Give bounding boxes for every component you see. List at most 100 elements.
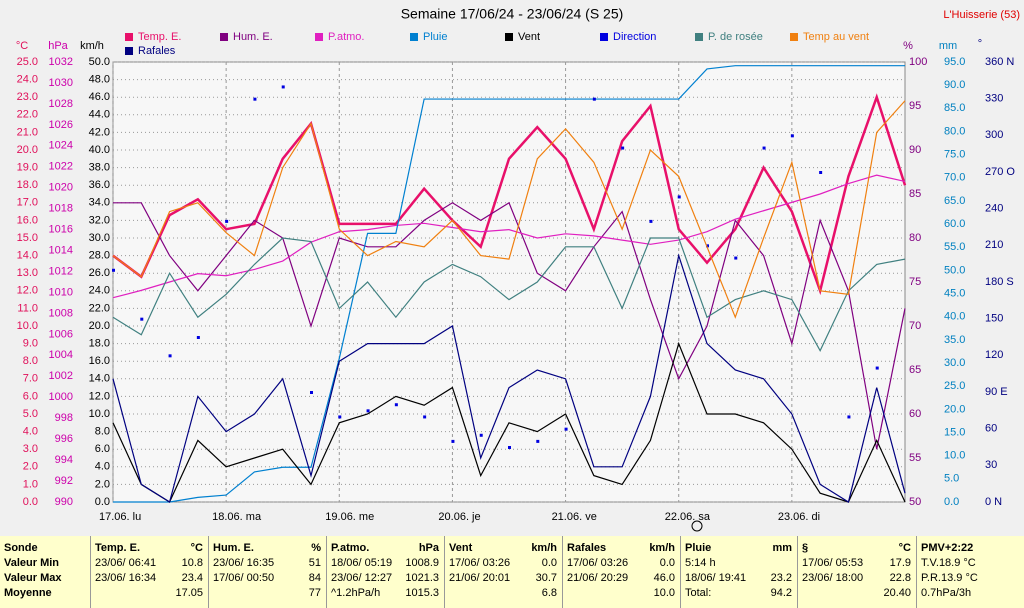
tick-label: 35.0 <box>944 334 965 346</box>
tick-label: 998 <box>55 412 73 424</box>
tick-label: 1028 <box>49 98 73 110</box>
tick-label: 996 <box>55 433 73 445</box>
legend-swatch <box>790 33 798 41</box>
x-tick-label: 20.06. je <box>438 511 480 523</box>
row-label: 17/06/ 03:26 <box>449 557 511 569</box>
direction-dot <box>366 409 370 413</box>
tick-label: 10.0 <box>944 450 965 462</box>
tick-label: 1020 <box>49 182 73 194</box>
tick-label: 75 <box>909 276 921 288</box>
chart: Semaine 17/06/24 - 23/06/24 (S 25) L'Hui… <box>16 6 1020 532</box>
row-value: 10.8 <box>181 557 203 569</box>
row-value: 46.0 <box>653 572 675 584</box>
tick-label: 1000 <box>49 391 73 403</box>
tick-label: 1024 <box>49 140 73 152</box>
legend-label: Temp au vent <box>803 31 869 43</box>
direction-dot <box>281 85 285 89</box>
direction-dot <box>734 256 738 260</box>
direction-dot <box>847 415 851 419</box>
row-value: 94.2 <box>770 587 792 599</box>
table-column: Pluie mm 5:14 h 18/06/ 19:41 23.2 Total: 94.2 <box>680 536 798 608</box>
tick-label: 90 E <box>985 386 1008 398</box>
axis-unit: ° <box>978 38 982 50</box>
legend-swatch <box>315 33 323 41</box>
row-label: 21/06/ 20:29 <box>567 572 629 584</box>
tick-label: 55 <box>909 452 921 464</box>
row-label: P.R.13.9 °C <box>921 572 978 584</box>
tick-label: 12.0 <box>89 390 110 402</box>
row-value: 23.4 <box>181 572 203 584</box>
x-tick-label: 19.06. me <box>325 511 374 523</box>
tick-label: 16.0 <box>89 355 110 367</box>
tick-label: 9.0 <box>23 338 38 350</box>
tick-label: 1006 <box>49 328 73 340</box>
tick-label: 2.0 <box>23 461 38 473</box>
column-unit: mm <box>772 542 792 554</box>
x-tick-label: 21.06. ve <box>552 511 597 523</box>
tick-label: 42.0 <box>89 126 110 138</box>
tick-label: 18.0 <box>17 179 38 191</box>
row-label: Valeur Max <box>4 572 62 584</box>
legend-swatch <box>125 47 133 55</box>
direction-dot <box>451 439 455 443</box>
tick-label: 1004 <box>49 349 73 361</box>
axis-unit: °C <box>16 40 28 52</box>
legend-label: P. de rosée <box>708 31 763 43</box>
tick-label: 1002 <box>49 370 73 382</box>
x-tick-label: 17.06. lu <box>99 511 141 523</box>
tick-label: 60 <box>909 408 921 420</box>
tick-label: 90.0 <box>944 79 965 91</box>
direction-dot <box>706 244 709 248</box>
column-unit: hPa <box>418 542 439 554</box>
direction-dot <box>112 268 115 272</box>
tick-label: 240 <box>985 203 1003 215</box>
series-line <box>113 201 906 450</box>
tick-label: 18.0 <box>89 338 110 350</box>
x-tick-label: 23.06. di <box>778 511 820 523</box>
tick-label: 5.0 <box>23 408 38 420</box>
row-label: 18/06/ 19:41 <box>685 572 747 584</box>
legend-swatch <box>125 33 133 41</box>
direction-dot <box>819 171 823 174</box>
table-column: P.atmo. hPa 18/06/ 05:19 1008.9 23/06/ 12:27… <box>326 536 445 608</box>
tick-label: 20.0 <box>89 320 110 332</box>
column-header: Pluie <box>685 542 712 554</box>
row-value: 17.9 <box>889 557 911 569</box>
legend-label: Temp. E. <box>138 31 181 43</box>
tick-label: 85 <box>909 188 921 200</box>
row-value: 84 <box>308 572 321 584</box>
tick-label: 10.0 <box>89 408 110 420</box>
column-unit: km/h <box>649 542 675 554</box>
column-header: Temp. E. <box>95 542 141 554</box>
tick-label: 60.0 <box>944 218 965 230</box>
axis-unit: mm <box>939 40 957 52</box>
tick-label: 1008 <box>49 307 73 319</box>
tick-label: 210 <box>985 239 1003 251</box>
legend-swatch <box>220 33 228 41</box>
direction-dot <box>310 391 313 394</box>
axis-unit: % <box>903 40 913 52</box>
series-line <box>112 237 906 352</box>
direction-dot <box>790 134 794 138</box>
tick-label: 120 <box>985 349 1003 361</box>
tick-label: 32.0 <box>89 214 110 226</box>
tick-label: 15.0 <box>17 232 38 244</box>
tick-label: 17.0 <box>17 197 38 209</box>
tick-label: 4.0 <box>95 461 110 473</box>
direction-dot <box>592 97 596 101</box>
row-label: T.V.18.9 °C <box>921 557 976 569</box>
tick-label: 4.0 <box>23 426 38 438</box>
column-header: § <box>802 542 809 554</box>
tick-label: 1.0 <box>23 478 38 490</box>
tick-label: 50.0 <box>944 264 965 276</box>
tick-label: 150 <box>985 313 1003 325</box>
tick-label: 20.0 <box>17 144 38 156</box>
series-line <box>112 174 906 299</box>
legend-swatch <box>600 33 608 41</box>
direction-dot <box>875 366 879 370</box>
row-label: 23/06/ 16:34 <box>95 572 157 584</box>
axis-unit: hPa <box>48 40 68 52</box>
series-line <box>112 341 906 503</box>
tick-label: 1030 <box>49 77 73 89</box>
